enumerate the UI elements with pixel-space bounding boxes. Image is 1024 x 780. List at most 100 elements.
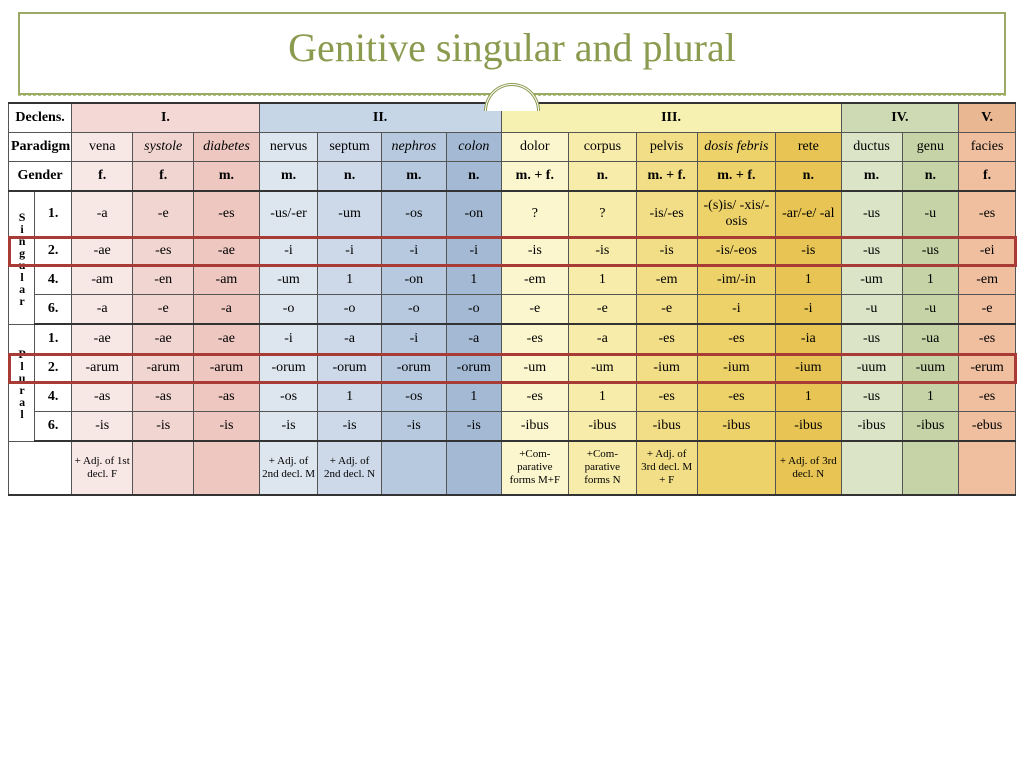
ending-cell: -es: [194, 191, 259, 237]
ending-cell: -is: [72, 412, 133, 442]
ending-cell: -a: [447, 324, 502, 354]
ending-cell: -e: [959, 295, 1016, 325]
ending-cell: -ia: [776, 324, 841, 354]
ending-cell: -es: [501, 383, 569, 412]
ending-cell: -im/-in: [697, 266, 775, 295]
ending-cell: ?: [569, 191, 637, 237]
row-sing-2: 2. -ae-es-ae-i-i-i-i-is-is-is-is/-eos-is…: [9, 237, 1016, 266]
ending-cell: -us: [841, 237, 902, 266]
footer-cell: + Adj. of 1st decl. F: [72, 441, 133, 495]
decl-4: IV.: [841, 103, 959, 133]
ending-cell: -os: [381, 383, 446, 412]
ending-cell: -is: [447, 412, 502, 442]
gender-cell: n.: [447, 162, 502, 192]
ending-cell: -e: [133, 295, 194, 325]
gender-cell: m. + f.: [501, 162, 569, 192]
gender-cell: n.: [569, 162, 637, 192]
footer-cell: [959, 441, 1016, 495]
ending-cell: -uum: [841, 354, 902, 383]
gender-cell: f.: [959, 162, 1016, 192]
footer-cell: + Adj. of 3rd decl. M + F: [636, 441, 697, 495]
gender-cell: n.: [902, 162, 959, 192]
gender-cell: m.: [194, 162, 259, 192]
decl-2: II.: [259, 103, 501, 133]
ending-cell: -um: [841, 266, 902, 295]
ending-cell: -is: [318, 412, 381, 442]
paradigm-cell: nephros: [381, 133, 446, 162]
ending-cell: -is: [776, 237, 841, 266]
gender-cell: m.: [841, 162, 902, 192]
footer-cell: +Com- parative forms M+F: [501, 441, 569, 495]
ending-cell: -e: [501, 295, 569, 325]
gender-cell: f.: [133, 162, 194, 192]
paradigm-cell: septum: [318, 133, 381, 162]
label-singular: Singular: [9, 191, 35, 324]
ending-cell: -e: [133, 191, 194, 237]
ending-cell: -ibus: [636, 412, 697, 442]
title-frame: Genitive singular and plural: [18, 12, 1006, 95]
ending-cell: -o: [259, 295, 318, 325]
footer-cell: [697, 441, 775, 495]
ending-cell: -i: [381, 237, 446, 266]
ending-cell: -em: [636, 266, 697, 295]
row-sing-6: 6. -a-e-a-o-o-o-o-e-e-e-i-i-u-u-e: [9, 295, 1016, 325]
ending-cell: ?: [501, 191, 569, 237]
paradigm-cell: nervus: [259, 133, 318, 162]
ending-cell: -ibus: [841, 412, 902, 442]
ending-cell: -us/-er: [259, 191, 318, 237]
ending-cell: -arum: [133, 354, 194, 383]
ending-cell: -ium: [697, 354, 775, 383]
paradigm-cell: vena: [72, 133, 133, 162]
footer-cell: + Adj. of 2nd decl. M: [259, 441, 318, 495]
decl-3: III.: [501, 103, 841, 133]
footer-cell: [447, 441, 502, 495]
ending-cell: -ua: [902, 324, 959, 354]
label-plural: Plural: [9, 324, 35, 441]
ending-cell: 1: [902, 266, 959, 295]
label-declens: Declens.: [9, 103, 72, 133]
footer-blank: [9, 441, 72, 495]
ending-cell: -erum: [959, 354, 1016, 383]
case-num: 1.: [35, 191, 72, 237]
row-plur-2: 2. -arum-arum-arum-orum-orum-orum-orum-u…: [9, 354, 1016, 383]
ending-cell: 1: [776, 266, 841, 295]
gender-cell: m.: [381, 162, 446, 192]
ending-cell: -orum: [259, 354, 318, 383]
row-plur-4: 4. -as-as-as-os1-os1-es1-es-es1-us1-es: [9, 383, 1016, 412]
ending-cell: -ae: [194, 324, 259, 354]
footer-cell: [381, 441, 446, 495]
declension-table: Declens. I. II. III. IV. V. Paradigm ven…: [8, 102, 1016, 496]
case-num: 4.: [35, 383, 72, 412]
ending-cell: -i: [447, 237, 502, 266]
ending-cell: -a: [72, 295, 133, 325]
ending-cell: -is: [381, 412, 446, 442]
decl-5: V.: [959, 103, 1016, 133]
ending-cell: -i: [259, 237, 318, 266]
ending-cell: 1: [447, 266, 502, 295]
paradigm-cell: ductus: [841, 133, 902, 162]
ending-cell: 1: [447, 383, 502, 412]
ending-cell: 1: [902, 383, 959, 412]
ending-cell: -is/-eos: [697, 237, 775, 266]
row-plur-1: Plural 1. -ae-ae-ae-i-a-i-a-es-a-es-es-i…: [9, 324, 1016, 354]
ending-cell: -u: [841, 295, 902, 325]
ending-cell: -a: [194, 295, 259, 325]
ending-cell: -ium: [636, 354, 697, 383]
ending-cell: -a: [318, 324, 381, 354]
case-num: 6.: [35, 295, 72, 325]
ending-cell: -ae: [194, 237, 259, 266]
row-sing-4: 4. -am-en-am-um1-on1-em1-em-im/-in1-um1-…: [9, 266, 1016, 295]
ending-cell: -es: [697, 324, 775, 354]
ending-cell: -is: [133, 412, 194, 442]
gender-cell: f.: [72, 162, 133, 192]
ending-cell: -orum: [318, 354, 381, 383]
ending-cell: 1: [776, 383, 841, 412]
ending-cell: 1: [569, 266, 637, 295]
footer-cell: + Adj. of 3rd decl. N: [776, 441, 841, 495]
ending-cell: -a: [72, 191, 133, 237]
ending-cell: -em: [959, 266, 1016, 295]
ending-cell: -en: [133, 266, 194, 295]
ending-cell: -i: [259, 324, 318, 354]
paradigm-cell: systole: [133, 133, 194, 162]
ending-cell: -es: [501, 324, 569, 354]
